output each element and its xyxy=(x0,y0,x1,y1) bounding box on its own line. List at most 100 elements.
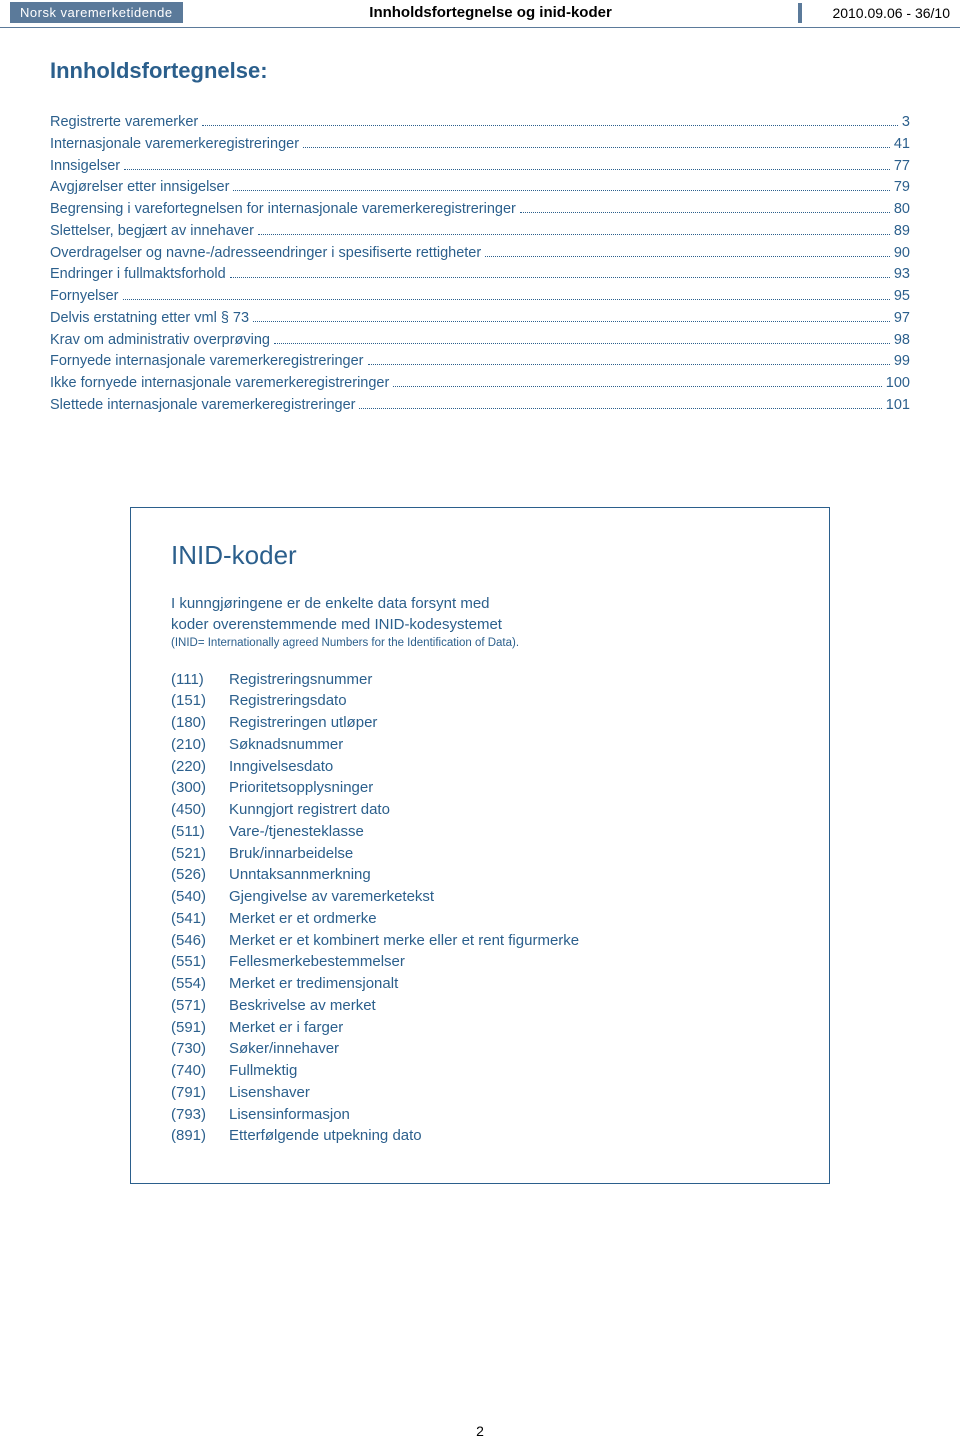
toc-row[interactable]: Krav om administrativ overprøving 98 xyxy=(50,330,910,352)
inid-row: (554)Merket er tredimensjonalt xyxy=(171,973,789,995)
toc-leader-dots xyxy=(303,135,890,148)
inid-description: Registreringsdato xyxy=(229,690,789,712)
header-issue: 2010.09.06 - 36/10 xyxy=(832,5,950,21)
toc-page: 79 xyxy=(894,177,910,199)
inid-code: (521) xyxy=(171,843,229,865)
toc-label: Registrerte varemerker xyxy=(50,112,198,134)
content-area: Innholdsfortegnelse: Registrerte varemer… xyxy=(0,28,960,1204)
toc-leader-dots xyxy=(485,243,890,256)
inid-code: (740) xyxy=(171,1060,229,1082)
toc-label: Innsigelser xyxy=(50,156,120,178)
toc-label: Avgjørelser etter innsigelser xyxy=(50,177,229,199)
inid-code: (571) xyxy=(171,995,229,1017)
inid-row: (526) Unntaksannmerkning xyxy=(171,864,789,886)
inid-row: (551)Fellesmerkebestemmelser xyxy=(171,951,789,973)
inid-box: INID-koder I kunngjøringene er de enkelt… xyxy=(130,507,830,1185)
toc-page: 3 xyxy=(902,112,910,134)
toc-page: 98 xyxy=(894,330,910,352)
toc-row[interactable]: Slettede internasjonale varemerkeregistr… xyxy=(50,395,910,417)
inid-row: (300)Prioritetsopplysninger xyxy=(171,777,789,799)
toc-label: Slettede internasjonale varemerkeregistr… xyxy=(50,395,355,417)
inid-row: (111)Registreringsnummer xyxy=(171,669,789,691)
header-separator xyxy=(798,3,802,23)
inid-description: Merket er tredimensjonalt xyxy=(229,973,789,995)
inid-description: Prioritetsopplysninger xyxy=(229,777,789,799)
toc-leader-dots xyxy=(274,330,890,343)
inid-code: (151) xyxy=(171,690,229,712)
brand-label: Norsk varemerketidende xyxy=(10,2,183,23)
inid-description: Vare-/tjenesteklasse xyxy=(229,821,789,843)
toc-leader-dots xyxy=(124,156,890,169)
toc-row[interactable]: Fornyede internasjonale varemerkeregistr… xyxy=(50,351,910,373)
inid-description: Søker/innehaver xyxy=(229,1038,789,1060)
header-bar: Norsk varemerketidende Innholdsfortegnel… xyxy=(0,0,960,28)
inid-code: (300) xyxy=(171,777,229,799)
inid-code: (591) xyxy=(171,1017,229,1039)
inid-row: (210)Søknadsnummer xyxy=(171,734,789,756)
inid-code-list: (111)Registreringsnummer(151)Registrerin… xyxy=(171,669,789,1148)
page-title: Innholdsfortegnelse: xyxy=(50,58,910,84)
toc-leader-dots xyxy=(368,352,890,365)
toc-page: 93 xyxy=(894,264,910,286)
toc-row[interactable]: Innsigelser 77 xyxy=(50,156,910,178)
toc-row[interactable]: Delvis erstatning etter vml § 7397 xyxy=(50,308,910,330)
toc-row[interactable]: Avgjørelser etter innsigelser 79 xyxy=(50,177,910,199)
inid-code: (891) xyxy=(171,1125,229,1147)
inid-row: (521)Bruk/innarbeidelse xyxy=(171,843,789,865)
inid-description: Registreringen utløper xyxy=(229,712,789,734)
inid-description: Registreringsnummer xyxy=(229,669,789,691)
toc-leader-dots xyxy=(359,396,881,409)
inid-row: (891)Etterfølgende utpekning dato xyxy=(171,1125,789,1147)
toc-leader-dots xyxy=(393,374,881,387)
inid-description: Beskrivelse av merket xyxy=(229,995,789,1017)
inid-code: (541) xyxy=(171,908,229,930)
inid-code: (526) xyxy=(171,864,229,886)
toc-leader-dots xyxy=(258,222,890,235)
toc-page: 101 xyxy=(886,395,910,417)
inid-row: (591)Merket er i farger xyxy=(171,1017,789,1039)
page-container: Norsk varemerketidende Innholdsfortegnel… xyxy=(0,0,960,1453)
inid-title: INID-koder xyxy=(171,540,789,571)
inid-row: (730)Søker/innehaver xyxy=(171,1038,789,1060)
inid-row: (541)Merket er et ordmerke xyxy=(171,908,789,930)
toc-row[interactable]: Fornyelser95 xyxy=(50,286,910,308)
inid-code: (450) xyxy=(171,799,229,821)
inid-intro-line2: koder overenstemmende med INID-kodesyste… xyxy=(171,614,789,635)
inid-code: (793) xyxy=(171,1104,229,1126)
inid-row: (151)Registreringsdato xyxy=(171,690,789,712)
inid-description: Etterfølgende utpekning dato xyxy=(229,1125,789,1147)
toc-label: Krav om administrativ overprøving xyxy=(50,330,270,352)
inid-description: Bruk/innarbeidelse xyxy=(229,843,789,865)
toc-row[interactable]: Begrensing i varefortegnelsen for intern… xyxy=(50,199,910,221)
toc-page: 41 xyxy=(894,134,910,156)
toc-leader-dots xyxy=(520,200,890,213)
toc-row[interactable]: Internasjonale varemerkeregistreringer 41 xyxy=(50,134,910,156)
inid-description: Inngivelsesdato xyxy=(229,756,789,778)
inid-intro-small: (INID= Internationally agreed Numbers fo… xyxy=(171,637,789,649)
inid-description: Fullmektig xyxy=(229,1060,789,1082)
inid-description: Merket er et kombinert merke eller et re… xyxy=(229,930,789,952)
header-center-title: Innholdsfortegnelse og inid-koder xyxy=(183,4,799,21)
toc-label: Slettelser, begjært av innehaver xyxy=(50,221,254,243)
inid-code: (554) xyxy=(171,973,229,995)
toc-row[interactable]: Overdragelser og navne-/adresseendringer… xyxy=(50,243,910,265)
toc-row[interactable]: Registrerte varemerker 3 xyxy=(50,112,910,134)
toc-page: 77 xyxy=(894,156,910,178)
inid-description: Merket er i farger xyxy=(229,1017,789,1039)
inid-row: (180)Registreringen utløper xyxy=(171,712,789,734)
toc-row[interactable]: Ikke fornyede internasjonale varemerkere… xyxy=(50,373,910,395)
toc-row[interactable]: Endringer i fullmaktsforhold 93 xyxy=(50,264,910,286)
inid-description: Fellesmerkebestemmelser xyxy=(229,951,789,973)
toc-label: Delvis erstatning etter vml § 73 xyxy=(50,308,249,330)
table-of-contents: Registrerte varemerker3Internasjonale va… xyxy=(50,112,910,417)
toc-leader-dots xyxy=(233,178,889,191)
toc-label: Overdragelser og navne-/adresseendringer… xyxy=(50,243,481,265)
toc-row[interactable]: Slettelser, begjært av innehaver89 xyxy=(50,221,910,243)
toc-page: 90 xyxy=(894,243,910,265)
inid-row: (740)Fullmektig xyxy=(171,1060,789,1082)
toc-page: 95 xyxy=(894,286,910,308)
toc-label: Internasjonale varemerkeregistreringer xyxy=(50,134,299,156)
toc-label: Endringer i fullmaktsforhold xyxy=(50,264,226,286)
inid-row: (546)Merket er et kombinert merke eller … xyxy=(171,930,789,952)
inid-code: (546) xyxy=(171,930,229,952)
